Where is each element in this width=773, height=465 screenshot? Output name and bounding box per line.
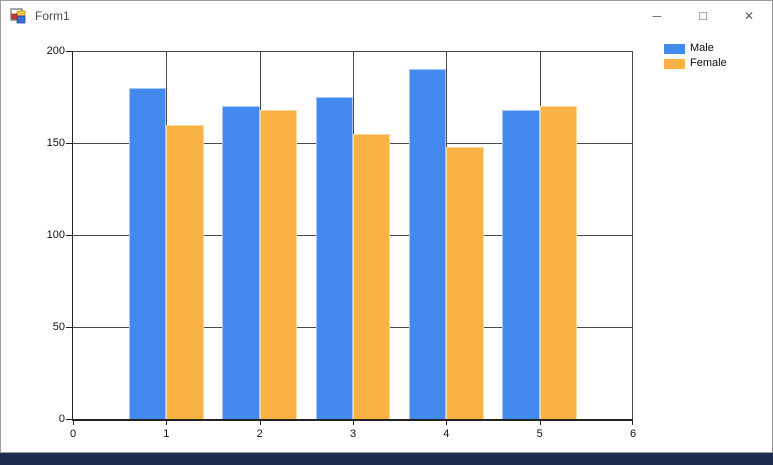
minimize-button[interactable]: ─ [634,1,680,30]
window-title: Form1 [35,9,70,23]
x-tick-3 [353,419,354,425]
x-tick-label: 6 [629,428,637,440]
bar-male-4 [409,69,447,419]
bar-female-2 [259,109,297,419]
minimize-icon: ─ [652,8,662,23]
y-tick-200 [66,51,73,52]
x-tick-2 [259,419,261,425]
x-tick-5 [539,419,541,425]
close-icon: ✕ [743,8,755,23]
maximize-button[interactable]: □ [680,1,726,30]
gridline-x-6 [632,51,633,419]
x-tick-0 [73,419,74,425]
legend-item-male: Male [664,42,727,55]
window-controls: ─ □ ✕ [634,1,772,31]
bar-male-1 [129,87,167,419]
form1-window: Form1 ─ □ ✕ 0 50 100 150 200 0 1 2 3 4 5 6 Male Fema… [0,0,773,453]
y-tick-150 [66,143,73,144]
legend-swatch-female [664,58,685,69]
y-tick-label: 200 [46,45,65,57]
plot-area: 0 50 100 150 200 0 1 2 3 4 5 6 [47,45,636,440]
y-tick-label: 50 [52,321,65,333]
legend-item-female: Female [664,57,727,70]
x-tick-label: 4 [443,428,450,440]
bar-female-5 [539,106,577,419]
x-tick-label: 1 [163,428,170,440]
bar-male-2 [222,106,260,419]
y-tick-50 [66,327,73,328]
y-tick-label: 0 [58,413,65,425]
x-tick-1 [166,419,168,425]
legend-label: Female [690,57,727,69]
app-form-icon [10,8,26,24]
title-bar[interactable]: Form1 ─ □ ✕ [1,1,772,31]
bar-female-3 [353,133,391,419]
maximize-icon: □ [699,8,707,23]
close-button[interactable]: ✕ [726,1,772,30]
chart-area: 0 50 100 150 200 0 1 2 3 4 5 6 Male Female [1,31,772,452]
x-tick-6 [632,419,633,425]
x-tick-label: 2 [256,428,263,440]
x-tick-label: 5 [536,428,543,440]
y-tick-label: 150 [46,137,65,149]
x-tick-4 [446,419,448,425]
legend-swatch-male [664,43,685,54]
bar-male-5 [502,109,540,419]
bar-female-1 [166,124,204,419]
y-tick-0 [66,419,73,420]
x-tick-label: 3 [349,428,357,440]
legend: Male Female [664,42,727,72]
legend-label: Male [690,42,714,54]
y-tick-100 [66,235,73,236]
bar-male-3 [315,97,353,419]
y-tick-label: 100 [46,229,65,241]
bar-female-4 [446,146,484,419]
x-tick-label: 0 [69,428,77,440]
